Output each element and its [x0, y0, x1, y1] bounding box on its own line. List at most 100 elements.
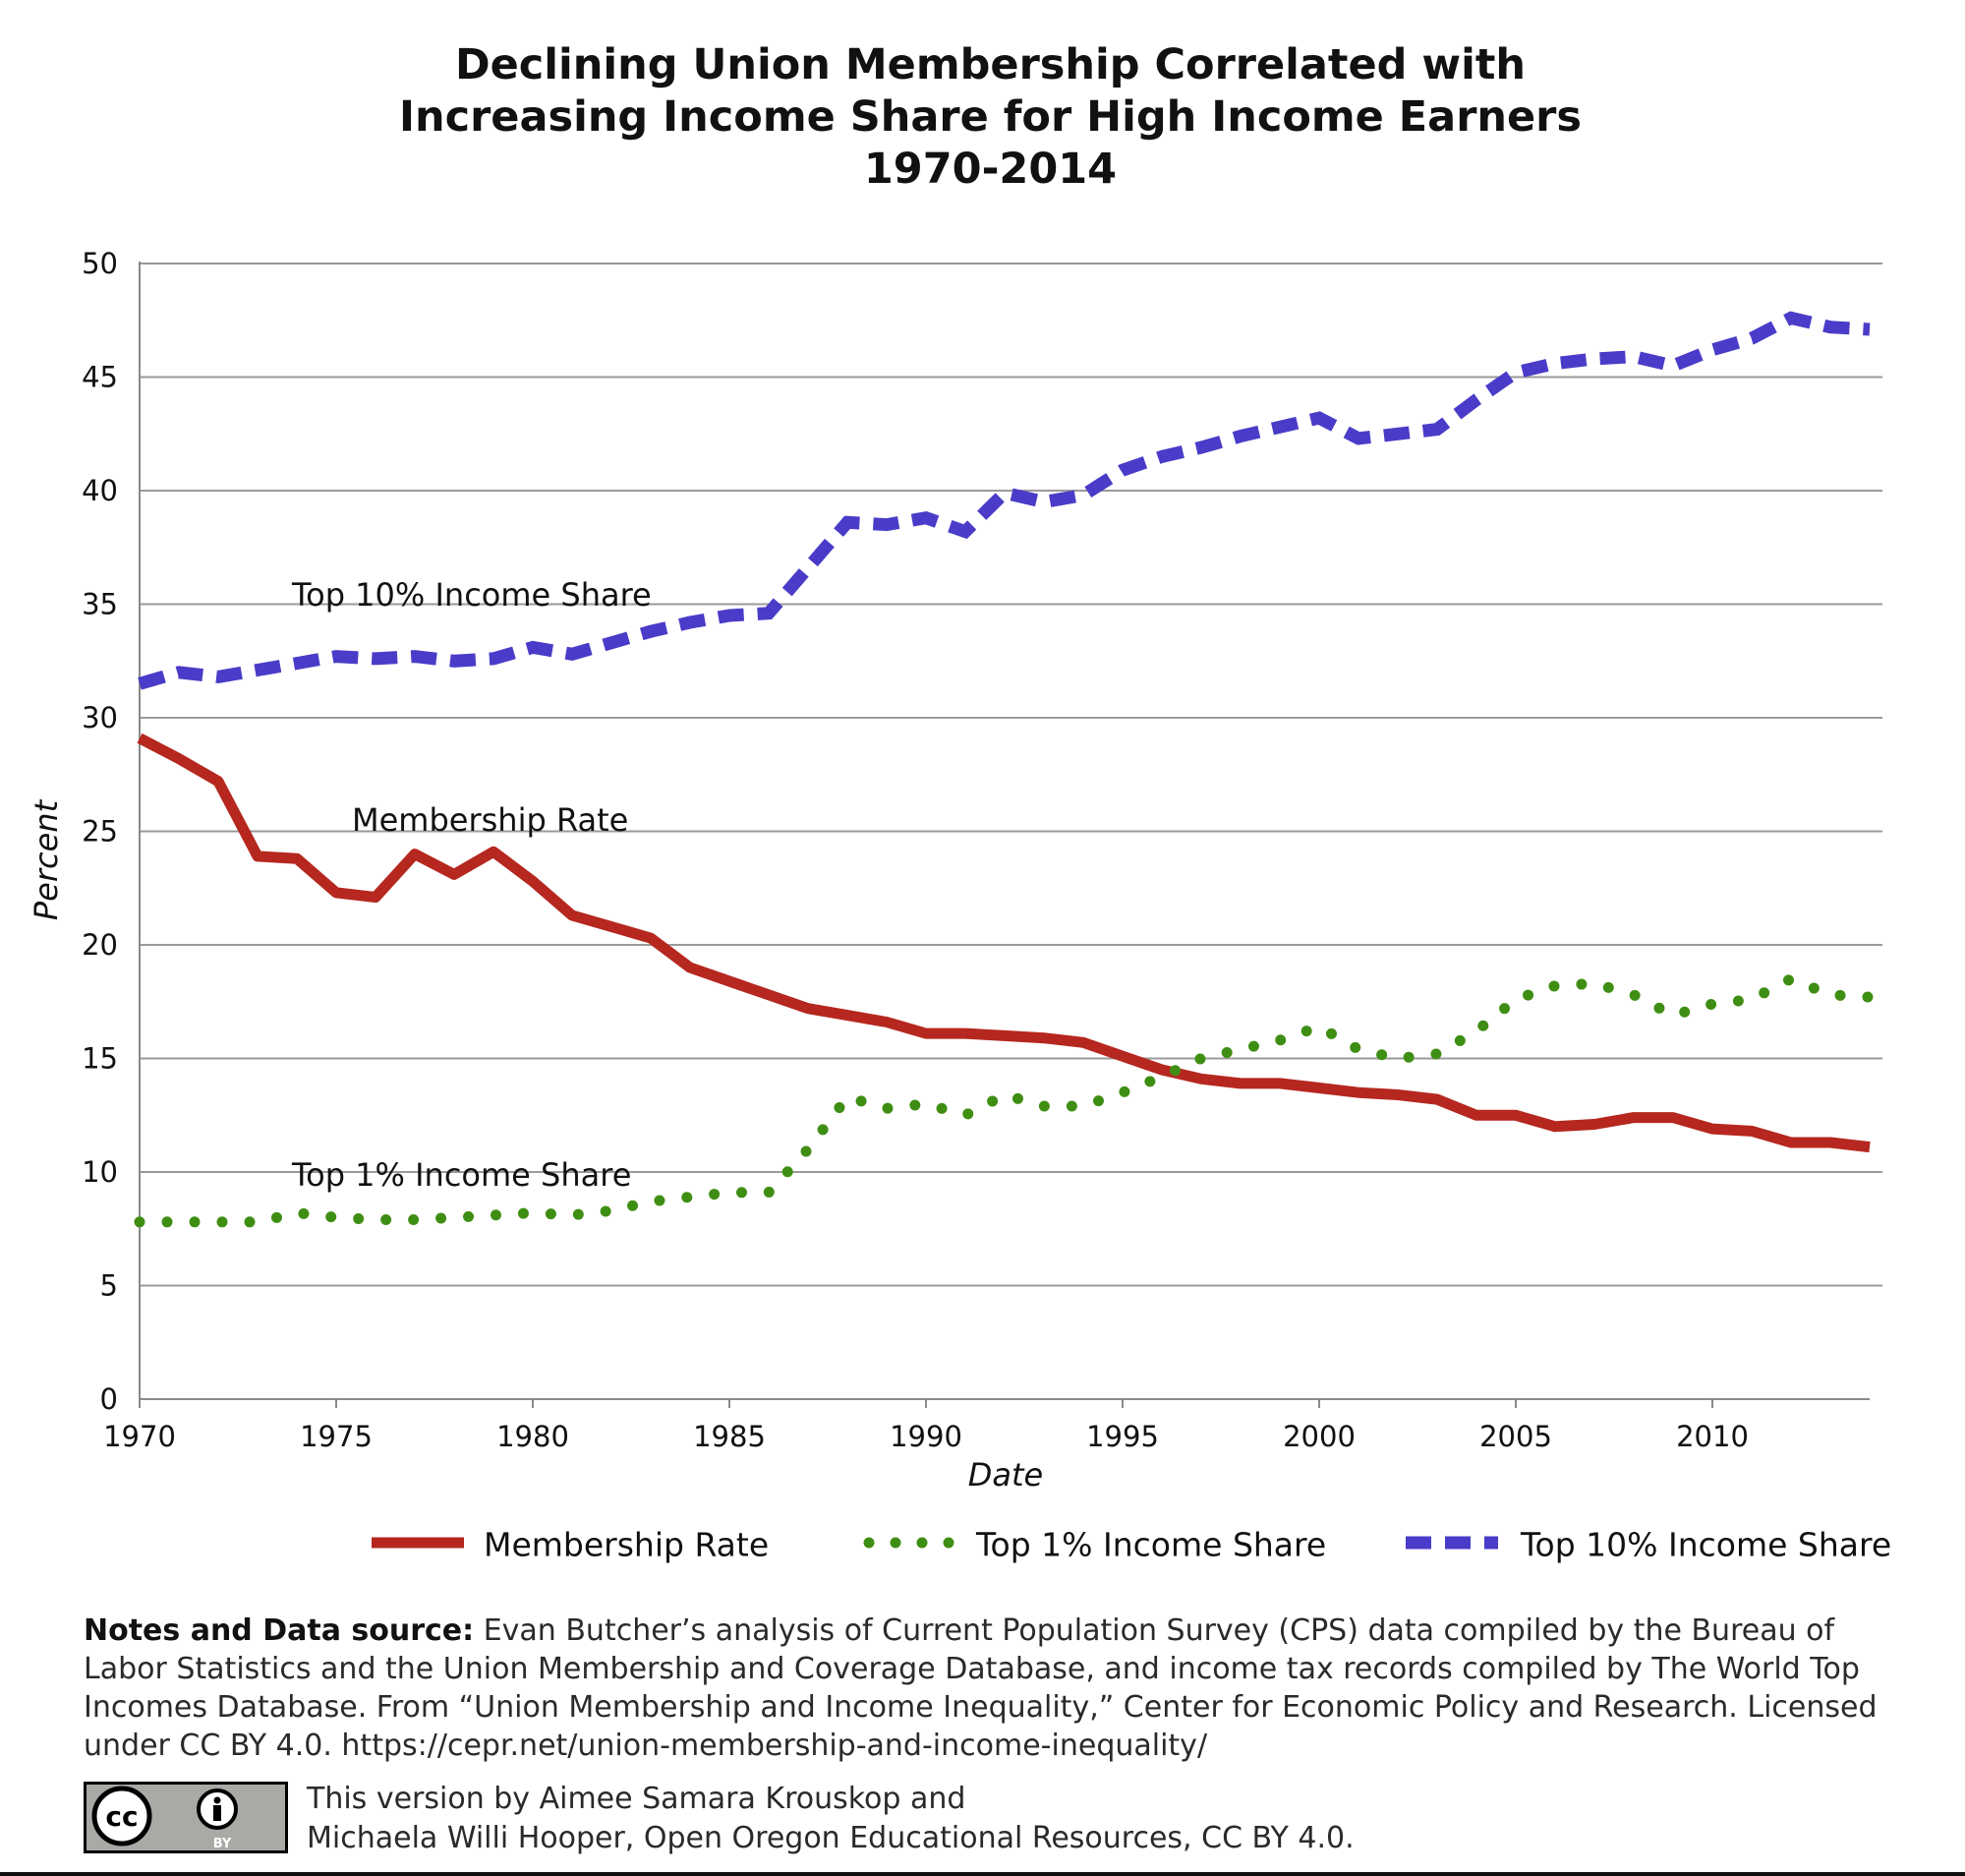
data-point-top-1-income-share-2006 [1552, 983, 1558, 989]
data-point-top-10-income-share-1979 [491, 656, 496, 662]
data-point-top-1-income-share-1976 [373, 1217, 378, 1223]
data-point-membership-rate-2006 [1552, 1124, 1558, 1130]
data-point-membership-rate-2007 [1591, 1121, 1597, 1127]
data-point-top-1-income-share-2007 [1591, 980, 1597, 986]
data-point-top-1-income-share-1984 [687, 1194, 693, 1200]
data-point-top-10-income-share-2012 [1788, 315, 1794, 321]
data-point-membership-rate-2004 [1474, 1112, 1479, 1118]
notes-label: Notes and Data source: [84, 1613, 475, 1648]
series-line-top-1-income-share [134, 972, 1876, 1228]
data-point-membership-rate-2000 [1316, 1085, 1322, 1091]
x-tick-label-2005: 2005 [1479, 1420, 1552, 1453]
data-point-top-10-income-share-2013 [1827, 324, 1833, 330]
data-point-membership-rate-1988 [844, 1013, 850, 1019]
data-point-top-10-income-share-1992 [1002, 490, 1008, 496]
data-point-top-10-income-share-1984 [687, 619, 693, 625]
y-tick-label-15: 15 [82, 1042, 118, 1076]
data-point-top-10-income-share-1998 [1238, 434, 1243, 440]
data-point-top-1-income-share-1991 [962, 1112, 968, 1118]
data-point-membership-rate-1977 [412, 851, 418, 857]
data-point-membership-rate-1979 [491, 849, 496, 854]
series-line-membership-rate [137, 733, 1871, 1153]
data-point-top-10-income-share-1987 [805, 565, 811, 571]
y-tick-label-0: 0 [100, 1382, 118, 1416]
x-tick-label-2000: 2000 [1283, 1420, 1356, 1453]
data-point-top-10-income-share-2007 [1591, 356, 1597, 362]
data-point-membership-rate-1994 [1080, 1039, 1086, 1045]
data-point-top-1-income-share-2000 [1316, 1024, 1322, 1029]
data-point-top-10-income-share-1977 [412, 654, 418, 660]
data-point-membership-rate-1985 [726, 978, 732, 984]
data-point-membership-rate-2001 [1356, 1089, 1361, 1095]
data-point-top-10-income-share-1997 [1198, 444, 1204, 450]
data-point-top-10-income-share-2002 [1395, 431, 1401, 437]
data-point-top-1-income-share-1985 [726, 1190, 732, 1196]
data-point-membership-rate-1986 [766, 992, 772, 998]
x-axis-title: Date [968, 1456, 1043, 1494]
data-point-membership-rate-1984 [687, 965, 693, 970]
data-point-top-10-income-share-2010 [1709, 347, 1715, 353]
data-point-top-10-income-share-1976 [373, 656, 378, 662]
credit-line-1: This version by Aimee Samara Krouskop an… [307, 1782, 966, 1816]
data-point-membership-rate-1989 [884, 1020, 890, 1026]
y-axis-title: Percent [28, 798, 65, 920]
data-point-top-1-income-share-1990 [923, 1101, 929, 1107]
y-tick-label-10: 10 [82, 1155, 118, 1189]
data-point-top-1-income-share-1987 [805, 1146, 811, 1152]
data-point-membership-rate-1976 [373, 894, 378, 900]
data-point-membership-rate-2013 [1827, 1140, 1833, 1145]
version-credit: This version by Aimee Samara Krouskop an… [307, 1780, 1683, 1858]
data-point-top-1-income-share-1994 [1080, 1103, 1086, 1109]
data-point-top-10-income-share-1989 [884, 522, 890, 528]
data-point-top-1-income-share-1979 [491, 1212, 496, 1218]
y-tick-label-30: 30 [82, 701, 118, 734]
data-point-top-10-income-share-2014 [1867, 326, 1873, 332]
data-point-top-10-income-share-1994 [1080, 493, 1086, 498]
data-point-top-1-income-share-1989 [884, 1105, 890, 1111]
legend-label-top1: Top 1% Income Share [975, 1526, 1326, 1564]
data-point-top-10-income-share-1986 [766, 611, 772, 616]
data-point-top-1-income-share-2011 [1749, 996, 1755, 1002]
data-point-top-10-income-share-1973 [255, 667, 260, 673]
data-point-membership-rate-2005 [1513, 1112, 1519, 1118]
data-point-top-1-income-share-1983 [648, 1199, 654, 1204]
data-point-membership-rate-1971 [176, 756, 182, 762]
data-point-top-1-income-share-1999 [1277, 1037, 1283, 1043]
data-point-top-1-income-share-2014 [1867, 994, 1873, 1000]
data-point-membership-rate-2012 [1788, 1140, 1794, 1145]
y-tick-label-5: 5 [100, 1269, 118, 1303]
data-point-membership-rate-1997 [1198, 1076, 1204, 1082]
y-tick-label-35: 35 [82, 588, 118, 621]
notes-text: Evan Butcher’s analysis of Current Popul… [84, 1613, 1878, 1763]
data-point-top-10-income-share-1971 [176, 670, 182, 675]
data-point-top-10-income-share-1972 [215, 674, 221, 679]
y-tick-label-50: 50 [82, 247, 118, 280]
data-point-membership-rate-2010 [1709, 1126, 1715, 1132]
data-point-membership-rate-1973 [255, 853, 260, 859]
data-point-top-1-income-share-1978 [451, 1214, 457, 1220]
data-point-membership-rate-2003 [1434, 1096, 1440, 1102]
data-point-top-10-income-share-2009 [1670, 363, 1676, 369]
data-point-top-1-income-share-1992 [1002, 1091, 1008, 1097]
data-point-top-10-income-share-2001 [1356, 436, 1361, 441]
data-point-top-10-income-share-2008 [1631, 354, 1637, 360]
series-line-top-10-income-share [138, 311, 1871, 690]
data-point-top-10-income-share-1982 [608, 640, 614, 646]
data-point-top-1-income-share-1986 [766, 1190, 772, 1196]
cc-circle-icon [91, 1786, 152, 1847]
data-point-top-1-income-share-1980 [530, 1210, 536, 1216]
data-point-top-10-income-share-1990 [923, 515, 929, 521]
data-point-top-10-income-share-2006 [1552, 361, 1558, 367]
data-point-top-1-income-share-1988 [844, 1094, 850, 1100]
data-point-membership-rate-1996 [1159, 1067, 1165, 1073]
series-lines [134, 311, 1876, 1228]
data-point-membership-rate-1998 [1238, 1081, 1243, 1086]
legend-label-top10: Top 10% Income Share [1520, 1526, 1891, 1564]
data-point-membership-rate-1992 [1002, 1032, 1008, 1038]
credit-line-2: Michaela Willi Hooper, Open Oregon Educa… [307, 1821, 1355, 1855]
data-point-membership-rate-1978 [451, 871, 457, 877]
data-point-top-1-income-share-2009 [1670, 1013, 1676, 1019]
data-point-top-1-income-share-1972 [215, 1219, 221, 1225]
data-point-top-1-income-share-2001 [1356, 1046, 1361, 1052]
data-point-membership-rate-1980 [530, 878, 536, 884]
